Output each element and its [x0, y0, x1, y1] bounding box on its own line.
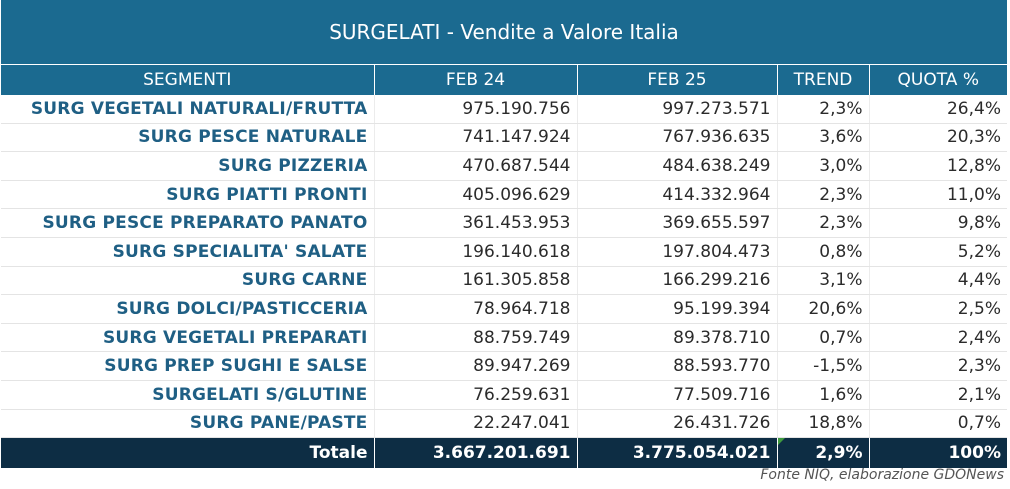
trend-cell: 2,3% — [776, 95, 869, 124]
header-quota: QUOTA % — [868, 65, 1007, 95]
trend-cell: 3,6% — [776, 123, 869, 153]
trend-cell: 2,3% — [776, 208, 869, 238]
header-feb24: FEB 24 — [373, 65, 577, 95]
quota-cell: 20,3% — [868, 123, 1007, 153]
sales-table: SEGMENTI FEB 24 FEB 25 TREND QUOTA % SUR… — [1, 65, 1007, 469]
segment-cell: SURG SPECIALITA' SALATE — [1, 237, 374, 267]
feb24-cell: 22.247.041 — [373, 409, 577, 439]
header-segmenti: SEGMENTI — [1, 65, 374, 95]
header-row: SEGMENTI FEB 24 FEB 25 TREND QUOTA % — [1, 65, 1007, 95]
feb25-cell: 166.299.216 — [576, 266, 777, 296]
quota-cell: 5,2% — [868, 237, 1007, 267]
segment-cell: SURG PIATTI PRONTI — [1, 180, 374, 210]
quota-cell: 11,0% — [868, 180, 1007, 210]
quota-cell: 2,4% — [868, 323, 1007, 353]
table-row: SURG DOLCI/PASTICCERIA 78.964.718 95.199.3… — [1, 294, 1007, 324]
feb24-cell: 975.190.756 — [373, 95, 577, 124]
feb25-cell: 997.273.571 — [576, 95, 777, 124]
feb25-cell: 369.655.597 — [576, 208, 777, 238]
feb25-cell: 89.378.710 — [576, 323, 777, 353]
feb24-cell: 361.453.953 — [373, 208, 577, 238]
feb25-cell: 484.638.249 — [576, 151, 777, 181]
table-row: SURG PESCE NATURALE 741.147.924 767.936.63… — [1, 123, 1007, 153]
trend-cell: 0,7% — [776, 323, 869, 353]
segment-cell: SURG DOLCI/PASTICCERIA — [1, 294, 374, 324]
feb25-cell: 414.332.964 — [576, 180, 777, 210]
trend-cell: 2,3% — [776, 180, 869, 210]
table-row: SURG PIZZERIA 470.687.544 484.638.249 3,0% 1… — [1, 151, 1007, 181]
total-trend: 2,9% — [776, 437, 869, 469]
segment-cell: SURG PESCE PREPARATO PANATO — [1, 208, 374, 238]
quota-cell: 9,8% — [868, 208, 1007, 238]
total-feb24: 3.667.201.691 — [373, 437, 577, 469]
table-row: SURG CARNE 161.305.858 166.299.216 3,1% 4,4% — [1, 266, 1007, 296]
quota-cell: 2,5% — [868, 294, 1007, 324]
header-feb25: FEB 25 — [576, 65, 777, 95]
source-note: Fonte NIQ, elaborazione GDONews — [760, 467, 1004, 483]
table-body: SURG VEGETALI NATURALI/FRUTTA 975.190.756… — [1, 95, 1007, 439]
feb25-cell: 77.509.716 — [576, 380, 777, 410]
trend-cell: 3,1% — [776, 266, 869, 296]
feb25-cell: 95.199.394 — [576, 294, 777, 324]
table-row: SURG PESCE PREPARATO PANATO 361.453.953 36… — [1, 208, 1007, 238]
total-row: Totale 3.667.201.691 3.775.054.021 2,9% … — [1, 437, 1007, 469]
header-trend: TREND — [776, 65, 869, 95]
segment-cell: SURG PIZZERIA — [1, 151, 374, 181]
table-row: SURG PIATTI PRONTI 405.096.629 414.332.964… — [1, 180, 1007, 210]
cell-comment-marker-icon — [777, 438, 785, 446]
feb25-cell: 767.936.635 — [576, 123, 777, 153]
feb24-cell: 196.140.618 — [373, 237, 577, 267]
segment-cell: SURG CARNE — [1, 266, 374, 296]
feb25-cell: 26.431.726 — [576, 409, 777, 439]
segment-cell: SURG PREP SUGHI E SALSE — [1, 351, 374, 381]
quota-cell: 2,1% — [868, 380, 1007, 410]
quota-cell: 26,4% — [868, 95, 1007, 124]
segment-cell: SURGELATI S/GLUTINE — [1, 380, 374, 410]
quota-cell: 4,4% — [868, 266, 1007, 296]
feb24-cell: 89.947.269 — [373, 351, 577, 381]
feb24-cell: 470.687.544 — [373, 151, 577, 181]
trend-cell: 0,8% — [776, 237, 869, 267]
trend-cell: -1,5% — [776, 351, 869, 381]
segment-cell: SURG VEGETALI NATURALI/FRUTTA — [1, 95, 374, 124]
table-row: SURG VEGETALI PREPARATI 88.759.749 89.378.… — [1, 323, 1007, 353]
table-row: SURG VEGETALI NATURALI/FRUTTA 975.190.756… — [1, 95, 1007, 124]
total-label: Totale — [1, 437, 374, 469]
quota-cell: 2,3% — [868, 351, 1007, 381]
segment-cell: SURG VEGETALI PREPARATI — [1, 323, 374, 353]
feb24-cell: 88.759.749 — [373, 323, 577, 353]
trend-cell: 18,8% — [776, 409, 869, 439]
table-row: SURGELATI S/GLUTINE 76.259.631 77.509.716 1… — [1, 380, 1007, 410]
trend-cell: 20,6% — [776, 294, 869, 324]
feb24-cell: 741.147.924 — [373, 123, 577, 153]
feb25-cell: 197.804.473 — [576, 237, 777, 267]
feb24-cell: 405.096.629 — [373, 180, 577, 210]
feb24-cell: 161.305.858 — [373, 266, 577, 296]
quota-cell: 12,8% — [868, 151, 1007, 181]
quota-cell: 0,7% — [868, 409, 1007, 439]
segment-cell: SURG PESCE NATURALE — [1, 123, 374, 153]
feb24-cell: 78.964.718 — [373, 294, 577, 324]
table-row: SURG SPECIALITA' SALATE 196.140.618 197.80… — [1, 237, 1007, 267]
trend-cell: 1,6% — [776, 380, 869, 410]
total-trend-value: 2,9% — [815, 443, 863, 464]
total-quota: 100% — [868, 437, 1007, 469]
feb25-cell: 88.593.770 — [576, 351, 777, 381]
segment-cell: SURG PANE/PASTE — [1, 409, 374, 439]
table-row: SURG PREP SUGHI E SALSE 89.947.269 88.593.… — [1, 351, 1007, 381]
total-feb25: 3.775.054.021 — [576, 437, 777, 469]
feb24-cell: 76.259.631 — [373, 380, 577, 410]
table-title: SURGELATI - Vendite a Valore Italia — [1, 0, 1007, 64]
trend-cell: 3,0% — [776, 151, 869, 181]
table-row: SURG PANE/PASTE 22.247.041 26.431.726 18,8%… — [1, 409, 1007, 439]
